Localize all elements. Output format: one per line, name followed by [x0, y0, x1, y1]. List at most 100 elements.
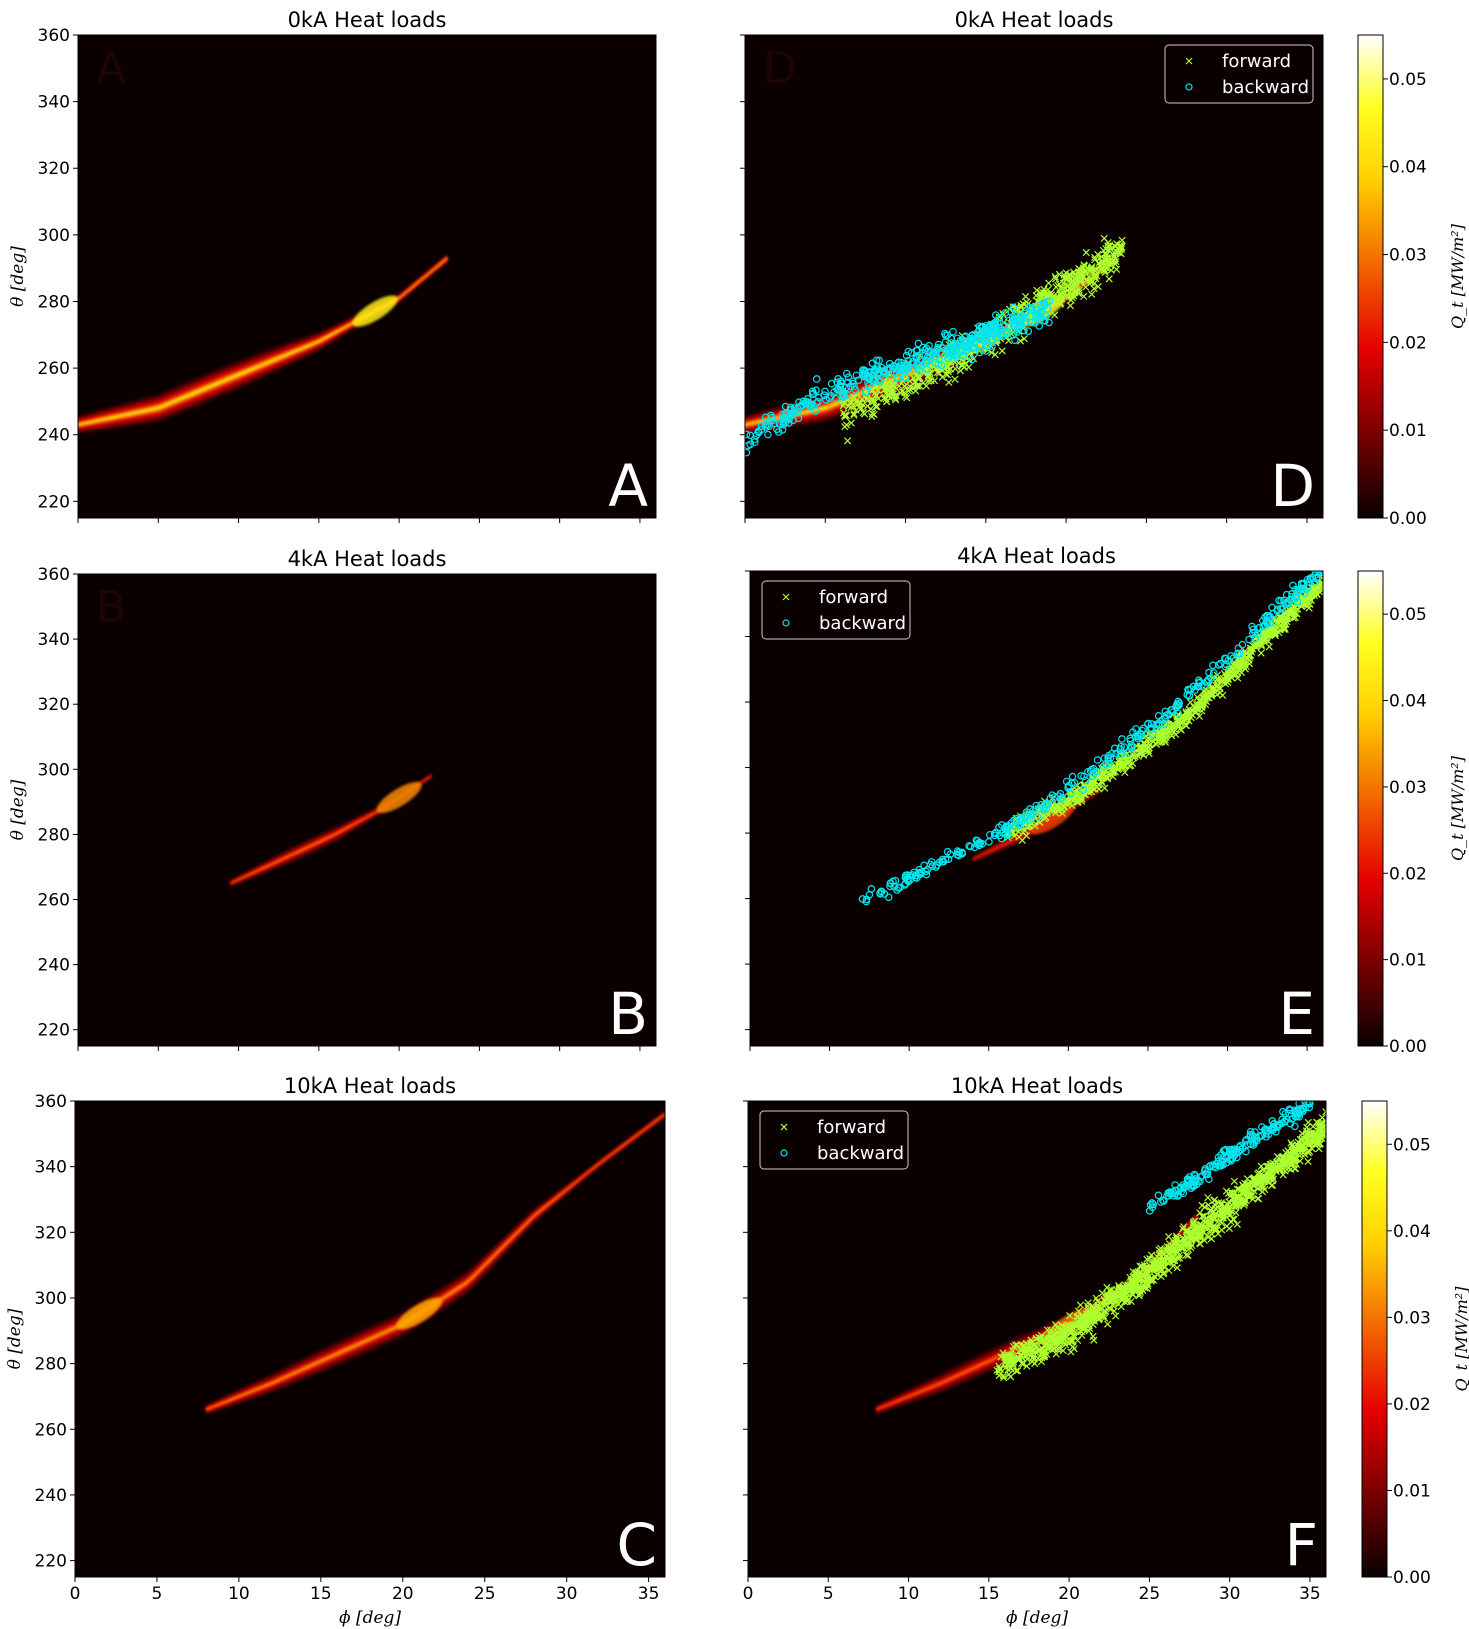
- point-forward: [1270, 1160, 1279, 1168]
- point-forward: [1082, 283, 1090, 291]
- point-backward: [1106, 754, 1115, 763]
- point-forward: [1269, 1175, 1278, 1183]
- point-backward: [1174, 701, 1183, 710]
- point-backward: [909, 357, 917, 366]
- point-forward: [1043, 1334, 1051, 1342]
- point-forward: [1089, 785, 1097, 793]
- point-forward: [1313, 1131, 1321, 1139]
- point-backward: [928, 862, 937, 871]
- point-forward: [1236, 662, 1244, 670]
- point-backward: [779, 421, 787, 429]
- point-backward: [804, 398, 813, 407]
- point-backward: [1246, 1132, 1255, 1140]
- legend-marker-forward: [782, 593, 790, 601]
- x-tick-label: 10: [898, 1584, 920, 1604]
- point-backward: [894, 366, 903, 374]
- point-forward: [1157, 734, 1165, 742]
- point-backward: [993, 318, 1002, 327]
- point-forward: [1306, 1129, 1314, 1137]
- y-tick-label: 220: [35, 1552, 67, 1572]
- point-forward: [1304, 1157, 1312, 1166]
- colorbar-tick-label: 0.05: [1389, 70, 1427, 90]
- point-forward: [1298, 1142, 1306, 1150]
- point-forward: [1193, 693, 1202, 702]
- point-forward: [874, 394, 883, 403]
- x-tick-label: 25: [1139, 1584, 1161, 1604]
- point-forward: [1218, 677, 1226, 685]
- point-forward: [1054, 1345, 1062, 1353]
- point-forward: [1182, 721, 1191, 730]
- point-forward: [850, 410, 858, 418]
- point-forward: [1057, 283, 1065, 292]
- point-forward: [1309, 585, 1317, 593]
- point-backward: [1306, 1101, 1314, 1108]
- point-backward: [1020, 812, 1029, 821]
- point-forward: [1281, 625, 1289, 634]
- point-forward: [1103, 250, 1111, 258]
- point-forward: [1084, 1299, 1092, 1307]
- point-forward: [1029, 1345, 1038, 1353]
- point-backward: [1226, 1145, 1234, 1154]
- plot-frame: [74, 1100, 666, 1578]
- point-forward: [1260, 635, 1268, 643]
- point-forward: [1316, 583, 1323, 591]
- point-forward: [1103, 1293, 1111, 1301]
- point-backward: [1068, 772, 1077, 781]
- point-forward: [1172, 1232, 1180, 1240]
- point-forward: [1251, 642, 1259, 650]
- point-forward: [843, 421, 851, 429]
- y-tick-label: 320: [38, 695, 70, 715]
- point-backward: [1132, 725, 1140, 733]
- point-forward: [1186, 1240, 1195, 1248]
- point-forward: [1297, 1150, 1306, 1158]
- point-forward: [1084, 1312, 1092, 1320]
- point-backward: [901, 374, 910, 382]
- legend: forward backward: [1164, 44, 1314, 104]
- legend-label-forward: forward: [817, 1117, 886, 1138]
- point-backward: [812, 375, 821, 383]
- point-forward: [1170, 1239, 1178, 1247]
- point-backward: [916, 870, 925, 878]
- point-backward: [904, 356, 913, 365]
- point-forward: [898, 387, 906, 396]
- point-forward: [1165, 1246, 1173, 1254]
- point-backward: [1185, 686, 1193, 694]
- point-forward: [1232, 1209, 1240, 1217]
- point-forward: [1086, 276, 1094, 285]
- point-forward: [1088, 779, 1096, 787]
- point-forward: [1206, 1207, 1214, 1215]
- point-forward: [1271, 629, 1279, 637]
- legend-label-backward: backward: [1222, 77, 1309, 98]
- point-forward: [1021, 826, 1029, 835]
- point-backward: [982, 321, 991, 330]
- panel-F: 10kA Heat loads 0 5 10 15 20 25 30 35 ϕ [deg] Ffor…: [743, 1074, 1469, 1628]
- point-backward: [861, 370, 870, 378]
- point-forward: [1183, 715, 1192, 723]
- y-tick-label: 360: [35, 1092, 67, 1112]
- point-backward: [808, 387, 817, 396]
- x-tick-label: 0: [70, 1584, 81, 1604]
- point-forward: [1090, 1310, 1098, 1318]
- point-backward: [1081, 776, 1090, 785]
- legend-label-backward: backward: [819, 613, 906, 634]
- panel-letter: F: [1285, 1511, 1318, 1579]
- point-backward: [839, 390, 848, 398]
- point-forward: [1148, 732, 1156, 740]
- point-backward: [1273, 607, 1282, 615]
- point-forward: [895, 382, 903, 390]
- y-tick-label: 240: [35, 1486, 67, 1506]
- point-forward: [1105, 275, 1113, 283]
- point-backward: [921, 346, 929, 354]
- colorbar-tick-label: 0.05: [1389, 605, 1427, 625]
- point-forward: [1141, 1284, 1149, 1292]
- point-forward: [1074, 798, 1082, 806]
- point-backward: [1214, 1153, 1223, 1162]
- point-forward: [1070, 288, 1078, 296]
- point-forward: [1204, 1201, 1213, 1209]
- point-forward: [868, 412, 876, 421]
- point-forward: [1228, 1189, 1236, 1197]
- point-forward: [1038, 1338, 1046, 1346]
- point-backward: [1262, 1133, 1270, 1141]
- point-forward: [891, 392, 899, 400]
- panel-letter-ghost: B: [96, 582, 126, 633]
